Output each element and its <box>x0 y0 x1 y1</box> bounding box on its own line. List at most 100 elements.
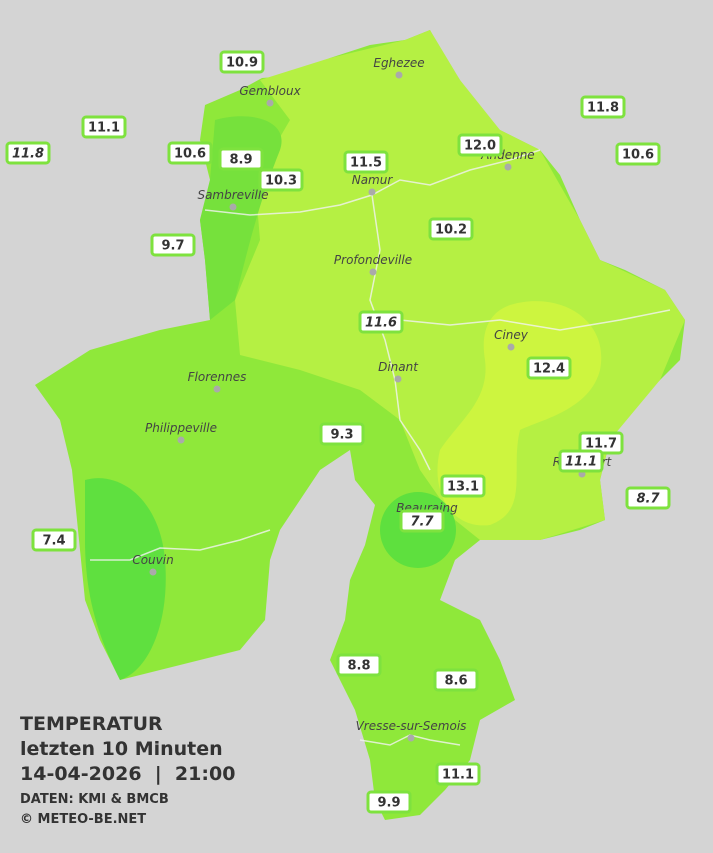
station-box <box>5 141 51 165</box>
station: 10.3 <box>258 168 304 192</box>
station-value: 12.0 <box>464 139 496 154</box>
city-dot <box>149 568 157 576</box>
station-value: 8.9 <box>229 153 252 168</box>
timestamp: 14-04-2026 | 21:00 <box>20 763 235 785</box>
station-box <box>433 668 479 692</box>
station-box <box>440 474 486 498</box>
city-label: Dinant <box>378 360 419 374</box>
station-box <box>558 449 604 473</box>
city-dot <box>213 385 221 393</box>
station: 7.7 <box>399 509 445 533</box>
station-value: 11.5 <box>350 156 382 171</box>
city-dot <box>368 188 376 196</box>
station-value: 8.7 <box>636 492 660 507</box>
station: 9.3 <box>319 422 365 446</box>
city-label: Philippeville <box>145 421 217 435</box>
station: 11.1 <box>435 762 481 786</box>
station-value: 7.4 <box>42 534 65 549</box>
city-label: Vresse-sur-Semois <box>356 719 467 733</box>
station: 11.8 <box>580 95 626 119</box>
city-dot <box>395 71 403 79</box>
city-dot <box>177 436 185 444</box>
station-value: 8.6 <box>444 674 467 689</box>
station: 12.0 <box>457 133 503 157</box>
subtitle: letzten 10 Minuten <box>20 738 223 760</box>
station: 11.1 <box>558 449 604 473</box>
station-value: 11.6 <box>365 316 397 331</box>
city-dot <box>504 163 512 171</box>
station: 10.6 <box>615 142 661 166</box>
station: 10.9 <box>219 50 265 74</box>
station-value: 12.4 <box>533 362 565 377</box>
station-box <box>526 356 572 380</box>
station: 9.9 <box>366 790 412 814</box>
station-value: 10.2 <box>435 223 467 238</box>
station: 8.6 <box>433 668 479 692</box>
cool-zone <box>85 478 166 680</box>
station-box <box>580 95 626 119</box>
station-value: 10.9 <box>226 56 258 71</box>
station-value: 11.8 <box>12 147 44 162</box>
station-value: 10.6 <box>174 147 206 162</box>
station-box <box>218 147 264 171</box>
station-box <box>435 762 481 786</box>
city-label: Eghezee <box>373 56 424 70</box>
station-value: 11.8 <box>587 101 619 116</box>
station-value: 9.7 <box>161 239 184 254</box>
station: 10.6 <box>167 141 213 165</box>
station: 11.5 <box>343 150 389 174</box>
station-box <box>258 168 304 192</box>
station: 11.8 <box>5 141 51 165</box>
city-label: Sambreville <box>197 188 268 202</box>
copyright: © METEO-BE.NET <box>20 812 146 827</box>
station-value: 11.1 <box>442 768 474 783</box>
station-box <box>366 790 412 814</box>
station-box <box>31 528 77 552</box>
station-box <box>457 133 503 157</box>
source: DATEN: KMI & BMCB <box>20 792 169 807</box>
station-box <box>343 150 389 174</box>
title-block: TEMPERATUR letzten 10 Minuten 14-04-2026… <box>20 713 235 827</box>
station-value: 11.7 <box>585 437 617 452</box>
station-box <box>358 310 404 334</box>
station-value: 10.6 <box>622 148 654 163</box>
station-value: 9.9 <box>377 796 400 811</box>
station-box <box>399 509 445 533</box>
station-box <box>428 217 474 241</box>
city-dot <box>407 734 415 742</box>
city-label: Florennes <box>188 370 247 384</box>
city-dot <box>394 375 402 383</box>
station-box <box>336 653 382 677</box>
rivers <box>90 149 671 746</box>
city-label: Profondeville <box>334 253 412 267</box>
city-label: Namur <box>352 173 394 187</box>
station: 8.7 <box>625 486 671 510</box>
station-value: 13.1 <box>447 480 479 495</box>
station: 12.4 <box>526 356 572 380</box>
station: 8.9 <box>218 147 264 171</box>
station: 11.1 <box>81 115 127 139</box>
title: TEMPERATUR <box>20 713 163 735</box>
station: 10.2 <box>428 217 474 241</box>
station-value: 10.3 <box>265 174 297 189</box>
station-box <box>625 486 671 510</box>
station-value: 7.7 <box>410 515 434 530</box>
station-box <box>319 422 365 446</box>
city-label: Ciney <box>494 328 529 342</box>
station-box <box>167 141 213 165</box>
station: 9.7 <box>150 233 196 257</box>
station-value: 8.8 <box>347 659 370 674</box>
station-value: 11.1 <box>88 121 120 136</box>
city-dot <box>507 343 515 351</box>
station: 11.6 <box>358 310 404 334</box>
station-value: 9.3 <box>330 428 353 443</box>
station: 11.7 <box>578 431 624 455</box>
station-box <box>150 233 196 257</box>
city-dot <box>229 203 237 211</box>
station-box <box>81 115 127 139</box>
station-value: 11.1 <box>565 455 597 470</box>
city-label: Gembloux <box>239 84 301 98</box>
station: 13.1 <box>440 474 486 498</box>
city-label: Couvin <box>132 553 173 567</box>
